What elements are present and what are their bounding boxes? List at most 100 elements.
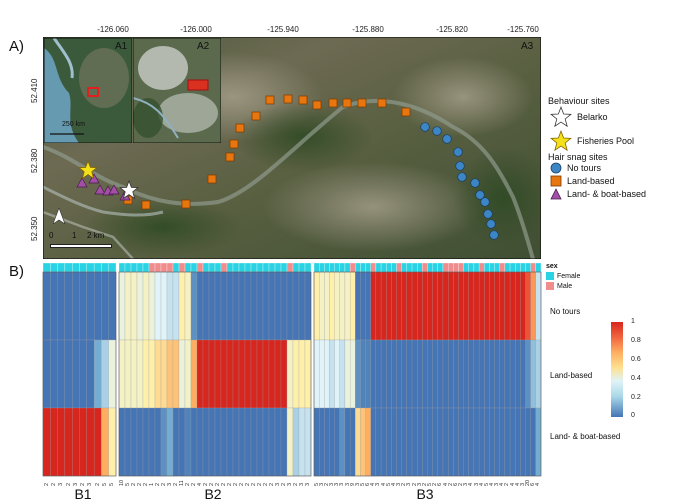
heatmap-cell bbox=[178, 339, 186, 409]
heatmap-cell bbox=[298, 339, 306, 409]
heatmap-cell bbox=[313, 339, 320, 409]
heatmap-cell bbox=[214, 271, 222, 341]
heatmap-cell bbox=[319, 407, 325, 477]
legend-land-based-label: Land-based bbox=[567, 176, 615, 186]
sex-cell bbox=[184, 262, 192, 273]
heatmap-cell bbox=[509, 339, 516, 409]
heatmap-cell bbox=[190, 407, 198, 477]
heatmap-cell bbox=[196, 339, 204, 409]
colorbar-tick: 0.4 bbox=[631, 375, 641, 382]
heatmap-cell bbox=[380, 271, 387, 341]
heatmap-cell bbox=[324, 271, 330, 341]
no-tours-site bbox=[480, 197, 490, 207]
female-label: Female bbox=[557, 272, 581, 280]
heatmap-cell bbox=[473, 271, 480, 341]
inset-a3-label: A3 bbox=[521, 41, 534, 52]
heatmap-cell bbox=[427, 271, 433, 341]
legend-fisheries-pool: Fisheries Pool bbox=[550, 130, 634, 152]
heatmap-cell bbox=[118, 407, 126, 477]
male-label: Male bbox=[557, 282, 573, 290]
heatmap-cell bbox=[57, 407, 66, 477]
heatmap-cell bbox=[334, 271, 340, 341]
heatmap-cell bbox=[256, 407, 264, 477]
heatmap-cell bbox=[256, 339, 264, 409]
heatmap-cell bbox=[214, 407, 222, 477]
heatmap-cell bbox=[417, 407, 423, 477]
heatmap-cell bbox=[448, 339, 454, 409]
heatmap-cell bbox=[478, 407, 485, 477]
no-tours-site bbox=[457, 172, 467, 182]
no-tours-site bbox=[489, 230, 499, 240]
sex-cell bbox=[118, 262, 126, 273]
heatmap-cell bbox=[50, 271, 58, 341]
fisheries-pool-star bbox=[78, 160, 98, 180]
heatmap-cell bbox=[202, 339, 210, 409]
heatmap-cell bbox=[411, 339, 418, 409]
sex-cell bbox=[298, 262, 306, 273]
heatmap-cell bbox=[489, 271, 495, 341]
sex-cell bbox=[208, 262, 216, 273]
heatmap-cell bbox=[360, 271, 366, 341]
land-based-site bbox=[265, 95, 275, 105]
heatmap-cell bbox=[499, 407, 506, 477]
belarko-star bbox=[119, 180, 139, 200]
heatmap-cell bbox=[232, 271, 240, 341]
heatmap-cell bbox=[484, 407, 490, 477]
heatmap-cell bbox=[339, 407, 346, 477]
heatmap-cell bbox=[396, 271, 402, 341]
sex-cell bbox=[380, 262, 387, 273]
heatmap-cell bbox=[535, 339, 542, 409]
heatmap-cell bbox=[380, 407, 387, 477]
heatmap-cell bbox=[515, 407, 521, 477]
sex-cell bbox=[334, 262, 340, 273]
row-label-land-based: Land-based bbox=[550, 371, 593, 380]
sex-cell bbox=[86, 262, 95, 273]
heatmap-cell bbox=[220, 339, 228, 409]
sex-cell bbox=[202, 262, 210, 273]
land-boat-site bbox=[76, 177, 88, 188]
legend-belarko: Belarko bbox=[550, 106, 608, 128]
sex-cell bbox=[101, 262, 109, 273]
sex-cell bbox=[437, 262, 444, 273]
row-label-land-boat: Land- & boat-based bbox=[550, 432, 621, 441]
heatmap-cell bbox=[422, 407, 428, 477]
heatmap-cell bbox=[274, 339, 282, 409]
heatmap-cell bbox=[136, 407, 144, 477]
sex-cell bbox=[313, 262, 320, 273]
heatmap-cell bbox=[463, 271, 469, 341]
heatmap-cell bbox=[375, 407, 382, 477]
sex-cell bbox=[432, 262, 438, 273]
male-swatch bbox=[546, 282, 554, 290]
heatmap-cell bbox=[458, 271, 464, 341]
no-tours-site bbox=[470, 178, 480, 188]
heatmap-cell bbox=[118, 339, 126, 409]
heatmap-cell bbox=[448, 407, 454, 477]
heatmap-cell bbox=[268, 407, 276, 477]
heatmap-cell bbox=[202, 407, 210, 477]
heatmap-cell bbox=[72, 407, 80, 477]
heatmap-cell bbox=[57, 339, 66, 409]
heatmap-cell bbox=[437, 407, 444, 477]
no-tours-site bbox=[455, 161, 465, 171]
sex-cell bbox=[190, 262, 198, 273]
heatmap-cell bbox=[432, 407, 438, 477]
heatmap-cell bbox=[489, 339, 495, 409]
scale-two: 2 km bbox=[87, 231, 105, 240]
hair-legend-title: Hair snag sites bbox=[548, 152, 608, 162]
colorbar-tick: 0 bbox=[631, 412, 635, 419]
heatmap-cell bbox=[406, 271, 413, 341]
heatmap-cell bbox=[334, 407, 340, 477]
heatmap-cell bbox=[484, 339, 490, 409]
heatmap-cell bbox=[101, 271, 109, 341]
heatmap-cell bbox=[324, 339, 330, 409]
inset-a1-scale: 250 km bbox=[62, 121, 85, 128]
heatmap-cell bbox=[329, 271, 335, 341]
land-based-site bbox=[312, 100, 322, 110]
land-based-site bbox=[207, 174, 217, 184]
heatmap-cell bbox=[154, 407, 162, 477]
heatmap-cell bbox=[360, 339, 366, 409]
heatmap-cell bbox=[386, 407, 392, 477]
block-label-b2: B2 bbox=[204, 486, 222, 502]
sex-cell bbox=[50, 262, 58, 273]
heatmap-cell bbox=[64, 271, 73, 341]
